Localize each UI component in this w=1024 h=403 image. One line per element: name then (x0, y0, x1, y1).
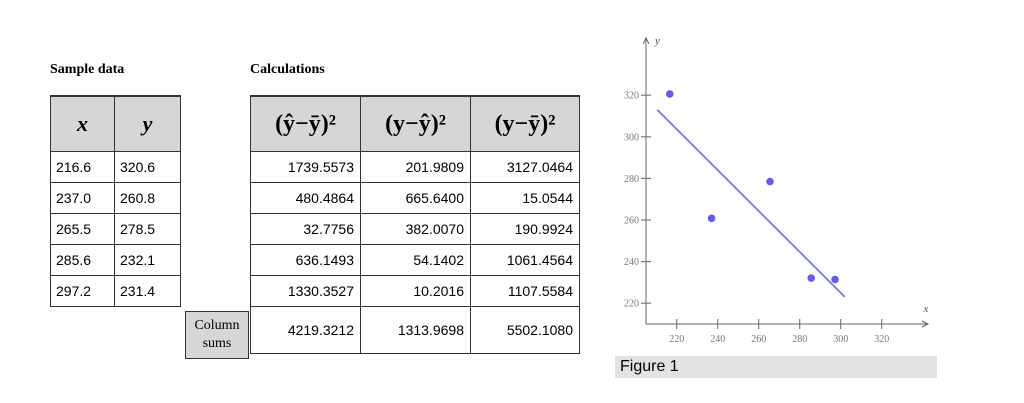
regression-line (656, 109, 846, 298)
y-axis-label: y (654, 35, 660, 47)
cell-value: 1061.4564 (470, 244, 580, 276)
table-row: 480.4864 665.6400 15.0544 (250, 182, 580, 214)
y-tick-label: 260 (624, 216, 639, 227)
marks (656, 90, 846, 298)
cell-value: 32.7756 (250, 213, 361, 245)
scatter-plot: 220 240 260 280 300 320 220 240 260 280 300 320 x y (624, 35, 930, 345)
sum-total: 5502.1080 (470, 306, 580, 354)
axes (642, 36, 930, 328)
cell-value: 636.1493 (250, 244, 361, 276)
cell-value: 190.9924 (470, 213, 580, 245)
x-tick-label: 260 (751, 334, 766, 345)
sum-explained: 4219.3212 (250, 306, 361, 354)
x-tick-label: 300 (833, 334, 848, 345)
cell-value: 480.4864 (250, 182, 361, 214)
cell-x: 285.6 (50, 244, 115, 276)
cell-value: 3127.0464 (470, 151, 580, 183)
header-total-variation: (y−ȳ)² (470, 95, 580, 152)
ticks: 220 240 260 280 300 320 220 240 260 280 300 320 (624, 91, 889, 345)
cell-x: 297.2 (50, 275, 115, 307)
y-tick-label: 320 (624, 91, 639, 102)
x-axis-arrow (921, 320, 930, 328)
cell-x: 265.5 (50, 213, 115, 245)
cell-x: 216.6 (50, 151, 115, 183)
table-row: 237.0 260.8 (50, 182, 181, 214)
table-row: 216.6 320.6 (50, 151, 181, 183)
table-header-row: (ŷ−ȳ)² (y−ŷ)² (y−ȳ)² (250, 95, 580, 152)
calculations-table: (ŷ−ȳ)² (y−ŷ)² (y−ȳ)² 1739.5573 201.9809 … (250, 95, 580, 354)
calculations-heading: Calculations (250, 62, 325, 77)
y-tick-label: 300 (624, 132, 639, 143)
sum-unexplained: 1313.9698 (360, 306, 471, 354)
column-sums-label: Column sums (185, 311, 249, 359)
table-row: 32.7756 382.0070 190.9924 (250, 213, 580, 245)
cell-y: 231.4 (114, 275, 181, 307)
data-point (807, 274, 816, 282)
cell-y: 232.1 (114, 244, 181, 276)
header-explained-variation: (ŷ−ȳ)² (250, 95, 361, 152)
cell-value: 15.0544 (470, 182, 580, 214)
cell-x: 237.0 (50, 182, 115, 214)
y-axis-arrow (642, 36, 650, 45)
cell-y: 260.8 (114, 182, 181, 214)
x-tick-label: 280 (792, 334, 807, 345)
cell-value: 54.1402 (360, 244, 471, 276)
data-point (707, 214, 716, 223)
table-header-row: x y (50, 95, 181, 152)
table-row: 636.1493 54.1402 1061.4564 (250, 244, 580, 276)
sample-data-heading: Sample data (50, 62, 125, 77)
sample-data-table: x y 216.6 320.6 237.0 260.8 265.5 278.5 … (50, 95, 181, 307)
table-row: 285.6 232.1 (50, 244, 181, 276)
cell-value: 1739.5573 (250, 151, 361, 183)
data-point (665, 90, 674, 98)
cell-value: 1107.5584 (470, 275, 580, 307)
x-tick-label: 240 (710, 334, 725, 345)
cell-value: 201.9809 (360, 151, 471, 183)
header-unexplained-variation: (y−ŷ)² (360, 95, 471, 152)
cell-value: 1330.3527 (250, 275, 361, 307)
cell-y: 278.5 (114, 213, 181, 245)
x-tick-label: 320 (874, 334, 889, 345)
figure-caption: Figure 1 (615, 356, 937, 378)
cell-value: 10.2016 (360, 275, 471, 307)
x-tick-label: 220 (669, 334, 684, 345)
column-header-x: x (50, 95, 115, 152)
y-tick-label: 240 (624, 257, 639, 268)
cell-value: 382.0070 (360, 213, 471, 245)
column-sums-row: 4219.3212 1313.9698 5502.1080 (250, 306, 580, 354)
cell-y: 320.6 (114, 151, 181, 183)
x-axis-label: x (923, 303, 929, 315)
column-header-y: y (114, 95, 181, 152)
y-tick-label: 280 (624, 174, 639, 185)
data-point (766, 177, 774, 186)
y-tick-label: 220 (624, 299, 639, 310)
table-row: 1330.3527 10.2016 1107.5584 (250, 275, 580, 307)
table-row: 297.2 231.4 (50, 275, 181, 307)
cell-value: 665.6400 (360, 182, 471, 214)
data-point (831, 275, 839, 284)
table-row: 1739.5573 201.9809 3127.0464 (250, 151, 580, 183)
table-row: 265.5 278.5 (50, 213, 181, 245)
